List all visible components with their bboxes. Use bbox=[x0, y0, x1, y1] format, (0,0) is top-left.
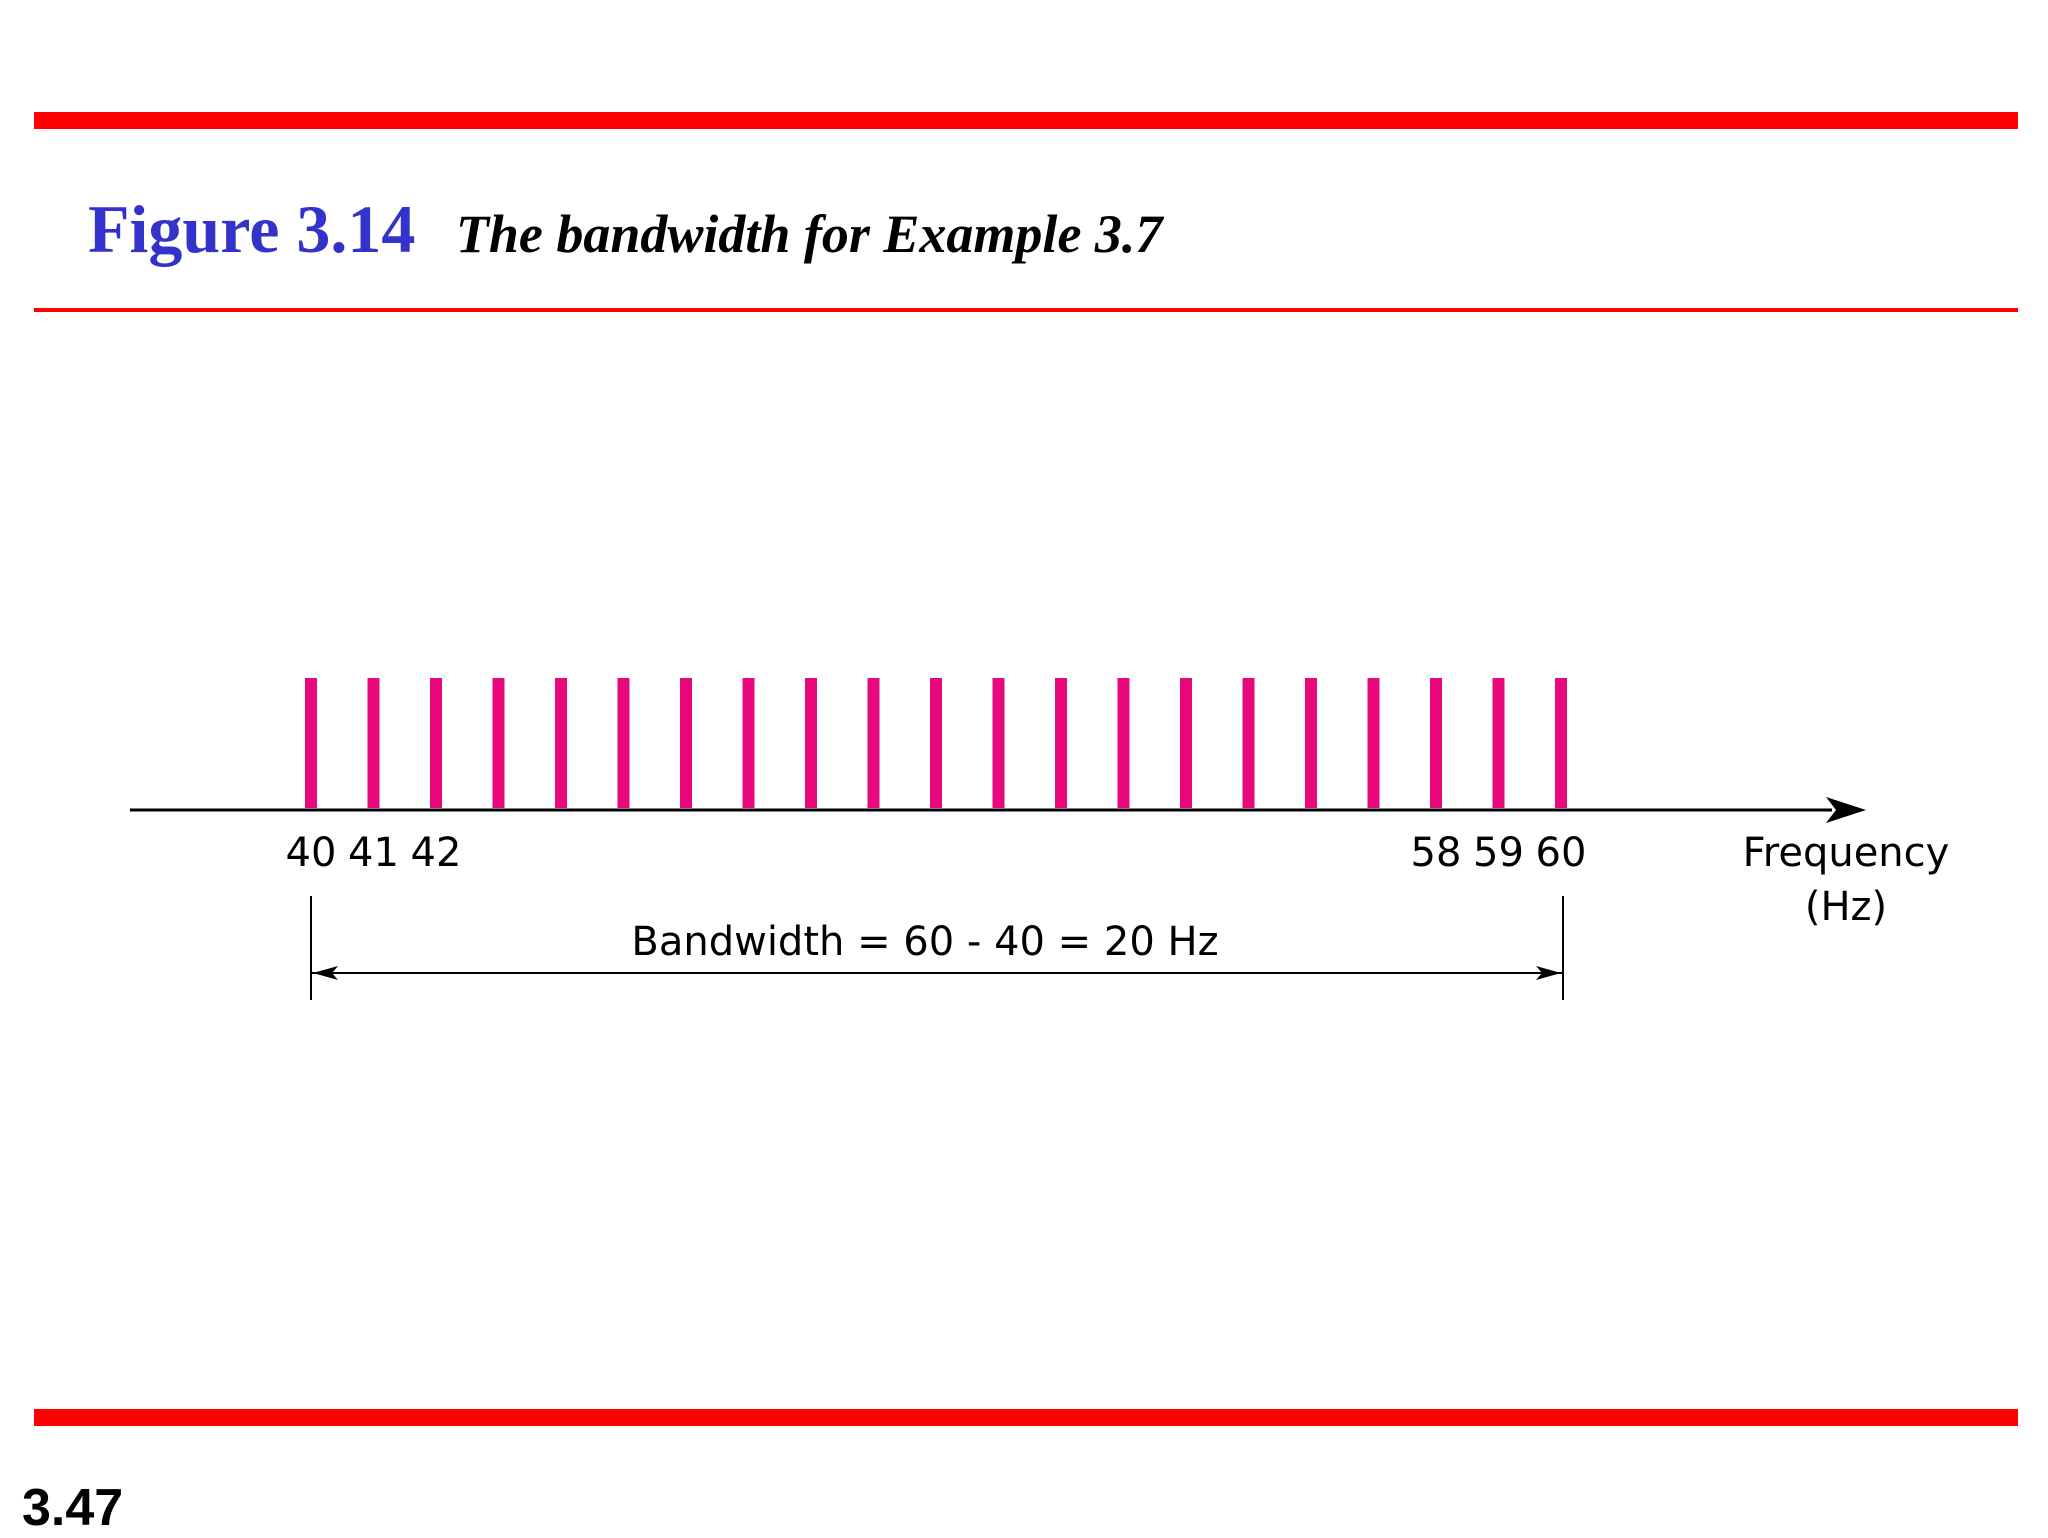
spectrum-line-51hz bbox=[992, 678, 1005, 808]
tick-label-41: 41 bbox=[348, 830, 399, 876]
figure-caption: The bandwidth for Example 3.7 bbox=[455, 204, 1163, 264]
spectrum-line-42hz bbox=[430, 678, 442, 808]
title-divider-rule bbox=[34, 308, 2018, 312]
spectrum-line-44hz bbox=[555, 678, 567, 808]
figure-title: Figure 3.14 The bandwidth for Example 3.… bbox=[88, 190, 1162, 269]
bandwidth-arrow-left bbox=[313, 966, 338, 980]
spectrum-line-40hz bbox=[305, 678, 317, 808]
tick-label-40: 40 bbox=[286, 830, 337, 876]
bandwidth-label: Bandwidth = 60 - 40 = 20 Hz bbox=[631, 919, 1218, 965]
spectrum-lines bbox=[305, 678, 1567, 808]
spectrum-line-59hz bbox=[1492, 678, 1505, 808]
top-red-rule bbox=[34, 112, 2018, 129]
spectrum-line-48hz bbox=[805, 678, 817, 808]
spectrum-line-47hz bbox=[742, 678, 755, 808]
spectrum-line-57hz bbox=[1367, 678, 1380, 808]
figure-number: Figure 3.14 bbox=[88, 191, 416, 267]
spectrum-line-55hz bbox=[1242, 678, 1255, 808]
bandwidth-arrow-right bbox=[1536, 966, 1561, 980]
spectrum-line-58hz bbox=[1430, 678, 1442, 808]
spectrum-line-49hz bbox=[867, 678, 880, 808]
spectrum-line-41hz bbox=[367, 678, 380, 808]
spectrum-line-50hz bbox=[930, 678, 942, 808]
spectrum-line-54hz bbox=[1180, 678, 1192, 808]
slide-number: 3.47 bbox=[22, 1479, 124, 1537]
spectrum-line-45hz bbox=[617, 678, 630, 808]
spectrum-line-53hz bbox=[1117, 678, 1130, 808]
spectrum-line-56hz bbox=[1305, 678, 1317, 808]
tick-label-58: 58 bbox=[1411, 830, 1462, 876]
axis-arrowhead bbox=[1826, 797, 1866, 823]
tick-label-60: 60 bbox=[1536, 830, 1587, 876]
spectrum-line-46hz bbox=[680, 678, 692, 808]
axis-label-frequency: Frequency bbox=[1743, 830, 1950, 876]
spectrum-line-43hz bbox=[492, 678, 505, 808]
tick-label-59: 59 bbox=[1473, 830, 1524, 876]
spectrum-line-52hz bbox=[1055, 678, 1067, 808]
spectrum-line-60hz bbox=[1555, 678, 1567, 808]
axis-label-unit: (Hz) bbox=[1805, 884, 1887, 930]
tick-label-42: 42 bbox=[411, 830, 462, 876]
bottom-red-rule bbox=[34, 1409, 2018, 1426]
tick-labels: 40 41 42 58 59 60 bbox=[286, 830, 1587, 876]
